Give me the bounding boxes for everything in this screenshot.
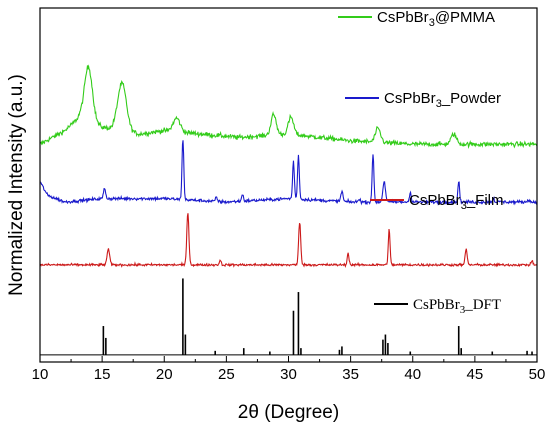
x-tick-label: 35: [342, 366, 359, 383]
series-line-1: [39, 140, 538, 206]
series-layer: [39, 64, 538, 356]
legend-label: CsPbBr3@PMMA: [377, 9, 495, 29]
x-axis-title: 2θ (Degree): [238, 402, 339, 423]
x-tick-label: 20: [156, 366, 173, 383]
x-tick-label: 40: [404, 366, 421, 383]
ticks-layer: 10 15 20 25 30 35 40 45 50: [32, 356, 546, 383]
x-tick-label: 45: [467, 366, 484, 383]
x-tick-label: 30: [280, 366, 297, 383]
x-tick-label: 15: [94, 366, 111, 383]
x-tick-label: 10: [32, 366, 49, 383]
legend-label: CsPbBr3_Powder: [384, 90, 501, 110]
legend-label: CsPbBr3_DFT: [413, 297, 501, 316]
y-axis-title: Normalized Intensity (a.u.): [6, 74, 27, 296]
series-line-0: [39, 64, 538, 149]
legend-entry: CsPbBr3_Film: [370, 192, 503, 212]
series-line-2: [39, 213, 538, 269]
x-tick-label: 25: [218, 366, 235, 383]
legend-layer: CsPbBr3@PMMA CsPbBr3_Powder CsPbBr3_Film Cs…: [338, 9, 503, 316]
legend-entry: CsPbBr3_Powder: [345, 90, 501, 110]
legend-entry: CsPbBr3@PMMA: [338, 9, 495, 29]
legend-label: CsPbBr3_Film: [409, 192, 503, 212]
x-tick-label: 50: [529, 366, 546, 383]
legend-entry: CsPbBr3_DFT: [374, 297, 501, 316]
